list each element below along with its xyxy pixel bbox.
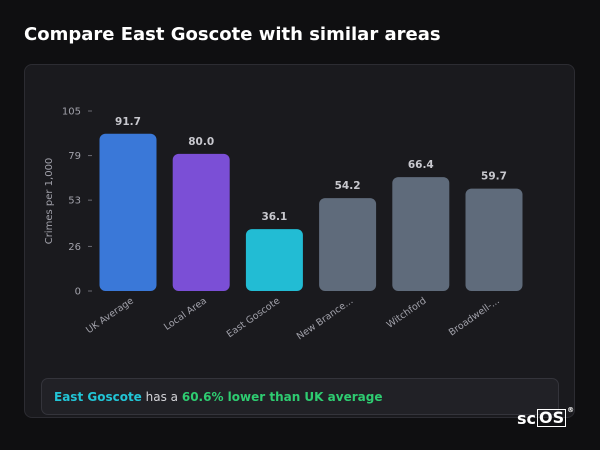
bar xyxy=(392,177,450,291)
bar xyxy=(172,153,230,291)
x-tick-label: Broadwell-... xyxy=(447,295,502,338)
logo-text-os: OS xyxy=(537,408,567,427)
x-tick-label: Witchford xyxy=(385,295,429,330)
callout-middle-text: has a xyxy=(141,389,182,404)
bar xyxy=(319,198,377,291)
y-tick-label: 79 xyxy=(68,151,81,162)
x-tick-label: Local Area xyxy=(162,295,209,332)
bar-value-label: 91.7 xyxy=(115,116,141,128)
y-tick-label: 0 xyxy=(75,287,81,298)
chart-card: Crimes per 1,000 0 26 53 79 105 91.7 UK Average… xyxy=(24,64,575,418)
logo-text-sc: sc xyxy=(517,408,537,428)
scos-logo: sc OS ® xyxy=(517,406,575,428)
callout-highlight: 60.6% lower than UK average xyxy=(181,389,383,404)
bar-value-label: 36.1 xyxy=(261,211,287,223)
bar xyxy=(245,229,303,291)
bar-value-label: 66.4 xyxy=(408,159,434,171)
logo-registered-mark: ® xyxy=(567,406,575,414)
crime-comparison-chart: Crimes per 1,000 0 26 53 79 105 91.7 UK Average… xyxy=(44,107,523,342)
y-axis-label: Crimes per 1,000 xyxy=(44,158,55,245)
bar xyxy=(465,188,523,291)
y-tick-label: 53 xyxy=(68,196,81,207)
bar xyxy=(99,133,157,291)
page-title: Compare East Goscote with similar areas xyxy=(24,24,441,45)
x-tick-label: UK Average xyxy=(84,295,136,336)
x-tick-label: New Brance... xyxy=(295,295,355,342)
bar-value-label: 59.7 xyxy=(481,171,507,183)
y-tick-label: 105 xyxy=(62,107,81,118)
y-tick-label: 26 xyxy=(68,242,81,253)
bar-value-label: 80.0 xyxy=(188,136,214,148)
comparison-callout: East Goscote has a 60.6% lower than UK a… xyxy=(41,378,559,415)
bar-value-label: 54.2 xyxy=(335,180,361,192)
callout-area-name: East Goscote xyxy=(54,389,142,404)
x-tick-label: East Goscote xyxy=(225,295,282,340)
